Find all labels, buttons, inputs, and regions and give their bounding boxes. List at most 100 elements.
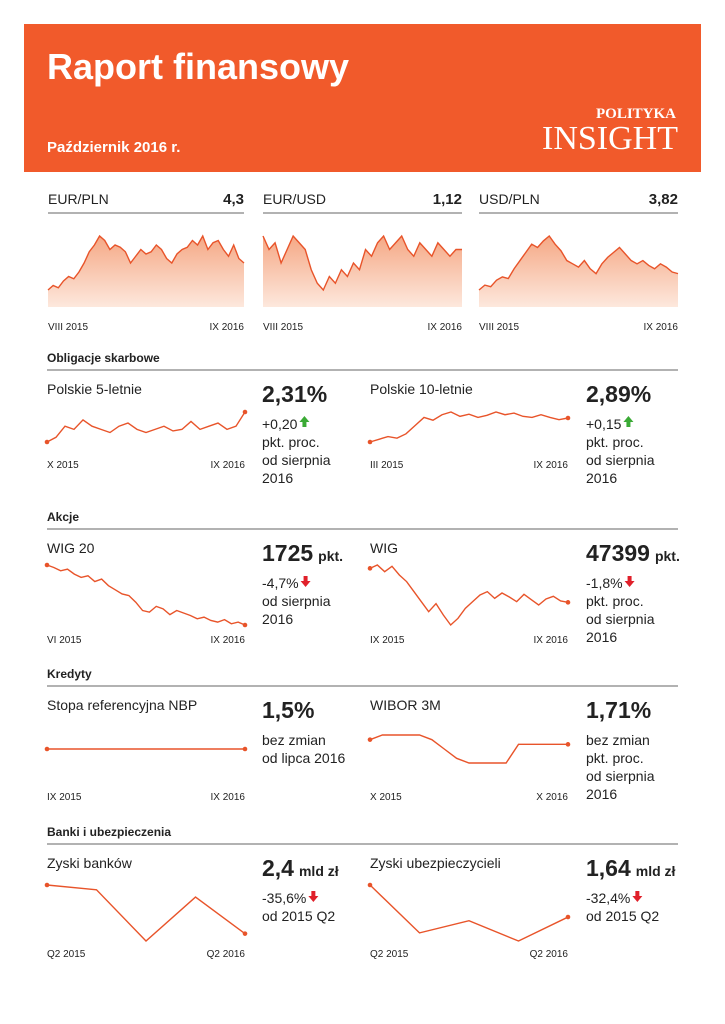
section-title: Akcje — [47, 510, 79, 524]
axis-start: VIII 2015 — [48, 322, 88, 333]
value: 1,71% — [586, 697, 651, 723]
item-name: WIG 20 — [47, 540, 95, 556]
dot — [565, 600, 571, 605]
note: pkt. proc. — [586, 434, 644, 450]
value: 47399 — [586, 540, 650, 566]
currency-name: EUR/PLN — [48, 191, 109, 207]
axis-start: VI 2015 — [47, 635, 82, 646]
unit: mld zł — [299, 863, 339, 879]
axis-end: IX 2016 — [534, 460, 569, 471]
note: pkt. proc. — [586, 593, 644, 609]
item-name: Polskie 5-letnie — [47, 381, 142, 397]
value: 1,64 — [586, 855, 631, 881]
axis-end: IX 2016 — [428, 322, 463, 333]
note: od sierpnia — [262, 452, 331, 468]
axis-end: Q2 2016 — [530, 949, 569, 960]
item-value: 47399 pkt. — [586, 540, 680, 566]
note: 2016 — [586, 786, 617, 802]
axis-start: III 2015 — [370, 460, 404, 471]
item-name: Stopa referencyjna NBP — [47, 697, 197, 713]
note: od 2015 Q2 — [262, 908, 335, 924]
currency-name: USD/PLN — [479, 191, 540, 207]
item-name: Polskie 10-letnie — [370, 381, 473, 397]
line — [46, 411, 246, 443]
line — [46, 564, 246, 626]
change: -35,6% — [262, 890, 306, 906]
header-band — [24, 24, 701, 172]
line — [262, 234, 462, 292]
unit: mld zł — [636, 863, 676, 879]
item-name: Zyski banków — [47, 855, 133, 871]
value: 2,4 — [262, 855, 294, 881]
section-title: Kredyty — [47, 667, 92, 681]
value: 2,31% — [262, 381, 327, 407]
change: -4,7% — [262, 575, 299, 591]
dot — [565, 415, 571, 421]
change: -1,8% — [586, 575, 623, 591]
arrow-down — [632, 891, 643, 902]
axis-start: VIII 2015 — [263, 322, 303, 333]
dot — [367, 737, 373, 742]
note: od 2015 Q2 — [586, 908, 659, 924]
item-name: WIBOR 3M — [370, 697, 441, 713]
axis-start: VIII 2015 — [479, 322, 519, 333]
line — [478, 234, 679, 291]
axis-start: Q2 2015 — [370, 949, 409, 960]
dot — [367, 439, 373, 445]
currency-name: EUR/USD — [263, 191, 326, 207]
axis-end: IX 2016 — [211, 460, 246, 471]
item-value: 2,89% — [586, 381, 651, 407]
line — [46, 884, 246, 942]
dot — [367, 566, 373, 571]
brand-top: POLITYKA — [596, 106, 676, 122]
note: od sierpnia — [586, 611, 655, 627]
date: Październik 2016 r. — [47, 139, 180, 156]
note: pkt. proc. — [586, 750, 644, 766]
note: od lipca 2016 — [262, 750, 346, 766]
dot — [242, 931, 248, 936]
item-name: WIG — [370, 540, 398, 556]
dot — [44, 746, 50, 752]
dot — [565, 742, 571, 747]
axis-start: Q2 2015 — [47, 949, 86, 960]
note: od sierpnia — [586, 452, 655, 468]
line — [369, 734, 568, 764]
item-value: 1,71% — [586, 697, 651, 723]
change: -32,4% — [586, 890, 630, 906]
brand: INSIGHT — [542, 120, 678, 157]
axis-start: IX 2015 — [47, 792, 82, 803]
axis-start: X 2015 — [47, 460, 79, 471]
axis-start: X 2015 — [370, 792, 402, 803]
area — [263, 236, 462, 307]
note: 2016 — [262, 611, 293, 627]
axis-end: IX 2016 — [210, 322, 245, 333]
item-value: 2,31% — [262, 381, 327, 407]
title: Raport finansowy — [47, 46, 349, 87]
dot — [242, 622, 248, 628]
axis-end: IX 2016 — [534, 635, 569, 646]
area — [48, 236, 244, 307]
change: bez zmian — [586, 732, 650, 748]
change: +0,20 — [262, 416, 298, 432]
note: od sierpnia — [262, 593, 331, 609]
line — [369, 884, 569, 942]
arrow-up — [623, 416, 634, 427]
dot — [565, 914, 571, 920]
note: 2016 — [262, 470, 293, 486]
axis-end: IX 2016 — [211, 635, 246, 646]
note: 2016 — [586, 470, 617, 486]
currency-value: 1,12 — [433, 191, 462, 208]
note: od sierpnia — [586, 768, 655, 784]
dot — [367, 882, 373, 888]
arrow-down — [308, 891, 319, 902]
section-title: Obligacje skarbowe — [47, 351, 160, 365]
unit: pkt. — [318, 548, 343, 564]
unit: pkt. — [655, 548, 680, 564]
dot — [242, 746, 248, 752]
axis-end: X 2016 — [536, 792, 568, 803]
arrow-down — [624, 576, 635, 587]
value: 1725 — [262, 540, 313, 566]
axis-start: IX 2015 — [370, 635, 405, 646]
arrow-down — [300, 576, 311, 587]
